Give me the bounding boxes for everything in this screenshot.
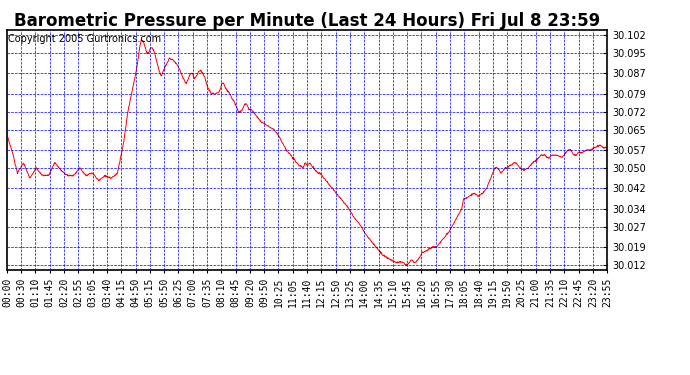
Title: Barometric Pressure per Minute (Last 24 Hours) Fri Jul 8 23:59: Barometric Pressure per Minute (Last 24 …	[14, 12, 600, 30]
Text: Copyright 2005 Gurtronics.com: Copyright 2005 Gurtronics.com	[8, 34, 161, 44]
